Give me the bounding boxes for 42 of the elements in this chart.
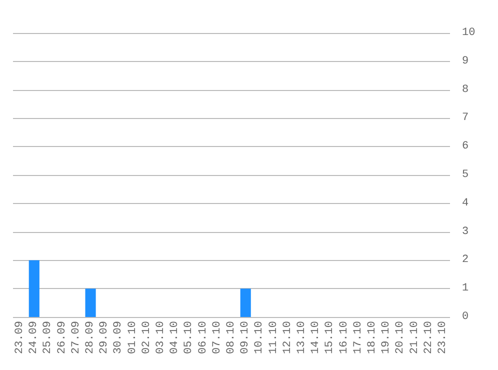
y-tick-label: 0 xyxy=(462,311,469,323)
x-tick-label: 05.10 xyxy=(183,321,196,354)
x-tick-label: 10.10 xyxy=(254,321,266,354)
x-tick-label: 16.10 xyxy=(338,321,350,354)
x-tick-label: 17.10 xyxy=(352,321,364,354)
x-tick-label: 27.09 xyxy=(70,321,82,354)
x-tick-label: 13.10 xyxy=(296,321,308,354)
y-tick-label: 4 xyxy=(462,197,469,210)
y-tick-label: 3 xyxy=(462,226,469,238)
x-tick-label: 21.10 xyxy=(408,321,421,354)
y-tick-label: 1 xyxy=(462,282,469,295)
y-tick-label: 5 xyxy=(462,169,469,181)
x-tick-label: 01.10 xyxy=(126,321,139,354)
y-tick-label: 9 xyxy=(462,55,469,68)
y-tick-label: 10 xyxy=(462,27,476,39)
x-tick-label: 20.10 xyxy=(394,321,407,354)
x-tick-label: 03.10 xyxy=(155,321,168,354)
y-tick-label: 2 xyxy=(462,254,469,266)
y-tick-label: 8 xyxy=(462,84,469,96)
x-tick-label: 15.10 xyxy=(324,321,336,354)
x-tick-label: 24.09 xyxy=(28,321,40,354)
x-tick-label: 25.09 xyxy=(42,321,54,354)
y-tick-label: 7 xyxy=(462,112,469,124)
x-tick-label: 22.10 xyxy=(422,321,435,354)
x-tick-label: 08.10 xyxy=(226,321,238,354)
x-tick-label: 14.10 xyxy=(310,321,322,354)
x-tick-label: 04.10 xyxy=(169,321,182,354)
x-tick-label: 07.10 xyxy=(211,321,224,354)
x-tick-label: 18.10 xyxy=(366,321,378,354)
x-tick-label: 02.10 xyxy=(140,321,153,354)
x-tick-label: 06.10 xyxy=(197,321,210,354)
x-tick-label: 23.10 xyxy=(436,321,449,354)
x-tick-label: 26.09 xyxy=(56,321,68,354)
x-tick-label: 30.09 xyxy=(112,321,125,354)
x-tick-label: 23.09 xyxy=(14,321,26,354)
y-tick-label: 6 xyxy=(462,140,469,153)
x-tick-label: 28.09 xyxy=(84,321,97,354)
x-tick-label: 09.10 xyxy=(240,321,252,354)
x-tick-label: 29.09 xyxy=(98,321,111,354)
x-tick-label: 11.10 xyxy=(268,321,280,354)
x-tick-label: 19.10 xyxy=(380,321,393,354)
x-tick-label: 12.10 xyxy=(282,321,294,354)
